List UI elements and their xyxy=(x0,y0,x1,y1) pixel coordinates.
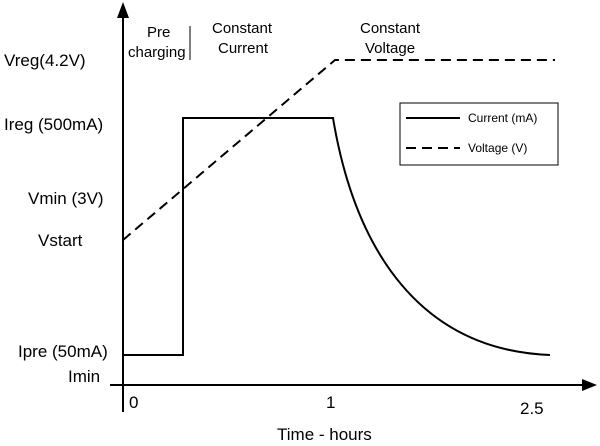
y-axis-arrow-icon xyxy=(117,2,129,18)
x-axis-title: Time - hours xyxy=(277,425,372,444)
legend: Current (mA) Voltage (V) xyxy=(399,102,559,166)
x-tick-1: 1 xyxy=(326,393,335,412)
legend-current-label: Current (mA) xyxy=(468,111,537,125)
y-label-vstart: Vstart xyxy=(38,231,83,250)
phase-label-pre-1: Pre xyxy=(147,24,170,41)
current-curve xyxy=(123,117,551,356)
phase-label-cc-2: Current xyxy=(218,40,269,57)
legend-box xyxy=(399,102,559,166)
y-label-ipre: Ipre (50mA) xyxy=(18,342,108,361)
phase-label-pre-2: charging xyxy=(128,44,186,61)
voltage-curve xyxy=(122,59,555,241)
x-tick-2-5: 2.5 xyxy=(520,399,544,418)
x-axis-arrow-icon xyxy=(582,379,597,391)
y-label-ireg: Ireg (500mA) xyxy=(4,115,103,134)
phase-label-cc-1: Constant xyxy=(212,20,273,37)
phase-label-cv-1: Constant xyxy=(360,20,421,37)
legend-voltage-label: Voltage (V) xyxy=(468,141,527,155)
y-label-vreg: Vreg(4.2V) xyxy=(4,51,86,70)
y-label-vmin: Vmin (3V) xyxy=(28,189,104,208)
phase-label-cv-2: Voltage xyxy=(365,40,415,57)
y-label-imin: Imin xyxy=(68,367,100,386)
x-tick-0: 0 xyxy=(129,393,138,412)
